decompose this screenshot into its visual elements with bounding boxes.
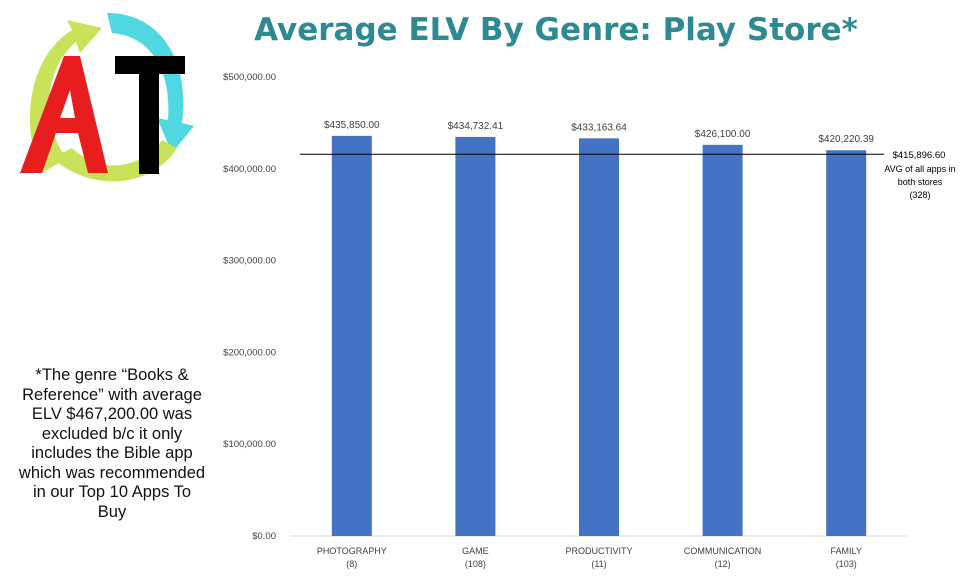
bar-value-label: $420,220.39 (818, 134, 874, 145)
x-tick-label: COMMUNICATION (684, 546, 761, 556)
x-tick-count: (11) (591, 559, 606, 569)
x-tick-label: PHOTOGRAPHY (317, 546, 387, 556)
x-tick-label: FAMILY (831, 546, 862, 556)
x-tick-count: (12) (715, 559, 731, 569)
footnote: *The genre “Books & Reference” with aver… (18, 366, 206, 521)
y-tick-label: $100,000.00 (223, 439, 276, 450)
bar-productivity (579, 138, 619, 536)
average-note-line: AVG of all apps in (884, 164, 955, 174)
logo-letter-a (20, 56, 108, 173)
bar-value-label: $433,163.64 (571, 122, 627, 133)
y-tick-label: $200,000.00 (223, 347, 276, 358)
bar-communication (702, 144, 743, 536)
logo-letter-t-bar (115, 56, 185, 74)
bar-value-label: $435,850.00 (324, 120, 380, 131)
x-tick-count: (8) (346, 559, 357, 569)
y-tick-label: $500,000.00 (223, 72, 276, 83)
y-tick-label: $300,000.00 (223, 256, 276, 267)
logo-letter-t-stem (139, 74, 159, 174)
logo (20, 13, 194, 182)
x-tick-count: (108) (465, 559, 486, 569)
x-tick-label: PRODUCTIVITY (565, 546, 632, 556)
y-tick-label: $0.00 (252, 531, 276, 542)
bar-series: $435,850.00 $434,732.41 $433,163.64 $426,10… (324, 120, 874, 537)
average-value-label: $415,896.60 (893, 150, 946, 161)
page-title: Average ELV By Genre: Play Store* (254, 12, 858, 48)
y-tick-label: $400,000.00 (223, 164, 276, 175)
y-axis: $0.00 $100,000.00 $200,000.00 $300,000.00 $4… (223, 72, 276, 542)
average-reference: $415,896.60 AVG of all apps in both stores… (300, 150, 956, 200)
average-note-line: (328) (909, 190, 930, 200)
x-axis: PHOTOGRAPHY (8) GAME (108) PRODUCTIVITY (11) C… (290, 535, 908, 569)
bar-value-label: $434,732.41 (448, 121, 504, 132)
average-note-line: both stores (898, 177, 943, 187)
bar-value-label: $426,100.00 (695, 129, 751, 140)
bar-photography (331, 135, 372, 536)
bar-family (826, 150, 867, 537)
x-tick-label: GAME (462, 546, 489, 556)
x-tick-count: (103) (836, 559, 857, 569)
bar-game (455, 136, 496, 536)
logo-cyan-arrow (107, 13, 194, 153)
